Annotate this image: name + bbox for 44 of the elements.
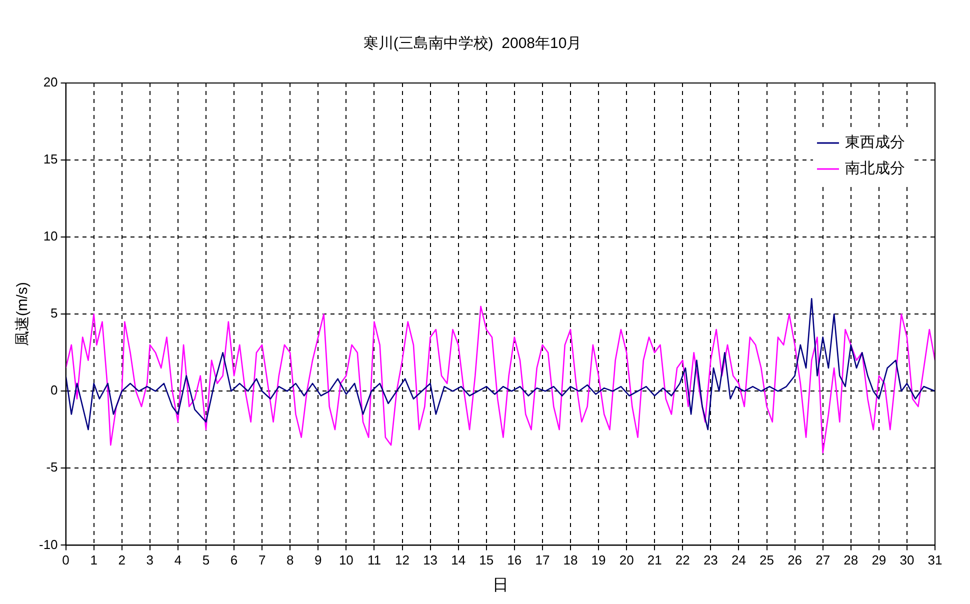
x-tick-label: 9 <box>314 552 322 568</box>
x-tick-label: 23 <box>703 552 718 568</box>
legend-label: 南北成分 <box>845 160 905 178</box>
x-tick-label: 20 <box>619 552 634 568</box>
x-tick-label: 31 <box>928 552 942 568</box>
x-tick-label: 25 <box>760 552 774 568</box>
x-tick-label: 6 <box>230 552 238 568</box>
legend-label: 東西成分 <box>845 134 905 152</box>
x-tick-label: 27 <box>816 552 830 568</box>
y-tick-label: 20 <box>43 74 58 90</box>
y-tick-label: 10 <box>43 228 58 244</box>
x-tick-label: 18 <box>563 552 578 568</box>
x-tick-label: 28 <box>844 552 858 568</box>
y-tick-label: -5 <box>46 460 58 475</box>
x-tick-label: 8 <box>286 552 294 568</box>
x-tick-label: 3 <box>146 552 154 568</box>
chart-title: 寒川(三島南中学校) 2008年10月 <box>363 35 582 52</box>
x-tick-label: 11 <box>367 552 381 568</box>
x-tick-label: 15 <box>479 552 494 568</box>
y-tick-label: 5 <box>50 306 58 321</box>
x-tick-label: 0 <box>62 552 70 568</box>
y-axis-title: 風速(m/s) <box>14 282 32 346</box>
x-tick-label: 26 <box>788 552 802 568</box>
x-tick-label: 24 <box>731 552 746 568</box>
y-tick-label: -10 <box>38 536 58 552</box>
y-tick-label: 15 <box>43 152 58 167</box>
x-tick-label: 7 <box>258 552 266 568</box>
x-tick-label: 5 <box>202 552 210 568</box>
x-tick-label: 21 <box>647 552 662 568</box>
x-tick-label: 14 <box>451 552 466 568</box>
x-tick-label: 13 <box>423 552 438 568</box>
x-axis-title: 日 <box>492 576 508 594</box>
x-tick-label: 17 <box>535 552 550 568</box>
x-tick-label: 1 <box>90 552 98 568</box>
x-tick-label: 12 <box>395 552 410 568</box>
x-tick-label: 22 <box>675 552 690 568</box>
y-tick-label: 0 <box>50 382 58 398</box>
x-tick-label: 16 <box>507 552 522 568</box>
x-tick-label: 29 <box>872 552 886 568</box>
x-tick-label: 19 <box>591 552 606 568</box>
x-tick-label: 2 <box>118 552 126 568</box>
x-tick-label: 10 <box>338 552 354 568</box>
x-tick-label: 30 <box>900 552 914 568</box>
x-tick-label: 4 <box>174 552 182 568</box>
